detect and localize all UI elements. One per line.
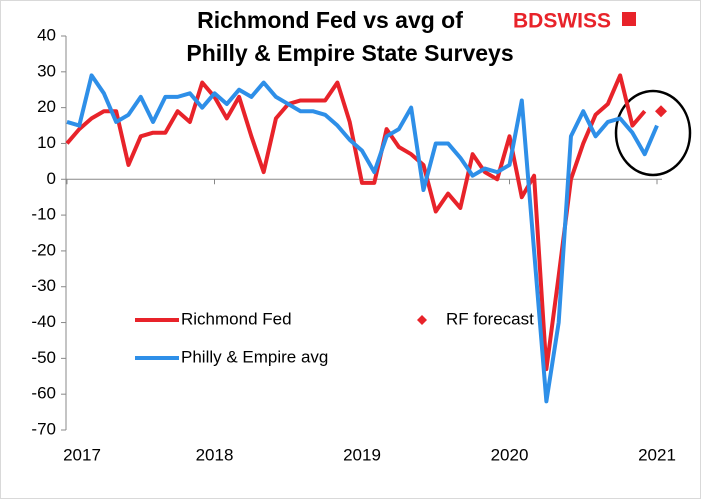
y-tick-label: -20 <box>31 240 56 259</box>
legend-swatch <box>417 315 427 325</box>
x-tick-label: 2018 <box>196 445 234 464</box>
highlight-circle <box>614 89 692 177</box>
y-tick-label: -10 <box>31 205 56 224</box>
x-tick-label: 2020 <box>491 445 529 464</box>
chart-title: Richmond Fed vs avg of <box>197 7 463 33</box>
x-tick-label: 2017 <box>63 445 101 464</box>
forecast-marker <box>655 105 667 118</box>
y-tick-label: -40 <box>31 312 56 331</box>
series-line <box>66 73 659 404</box>
y-tick-label: 30 <box>37 61 56 80</box>
legend-label: Richmond Fed <box>181 309 292 328</box>
series-line <box>65 73 647 372</box>
x-tick-label: 2019 <box>343 445 381 464</box>
legend-label: Philly & Empire avg <box>181 347 328 366</box>
x-tick-label: 2021 <box>638 445 676 464</box>
y-tick-label: -50 <box>31 348 56 367</box>
logo-icon <box>622 12 636 26</box>
chart-title: Philly & Empire State Surveys <box>186 40 513 66</box>
y-tick-label: 40 <box>37 25 56 44</box>
logo: BDSWISS <box>513 10 611 33</box>
y-tick-label: 20 <box>37 97 56 116</box>
y-tick-label: -70 <box>31 419 56 438</box>
y-tick-label: -30 <box>31 276 56 295</box>
y-tick-label: -60 <box>31 384 56 403</box>
legend-label: RF forecast <box>446 309 534 328</box>
y-tick-label: 0 <box>47 169 56 188</box>
y-tick-label: 10 <box>37 133 56 152</box>
